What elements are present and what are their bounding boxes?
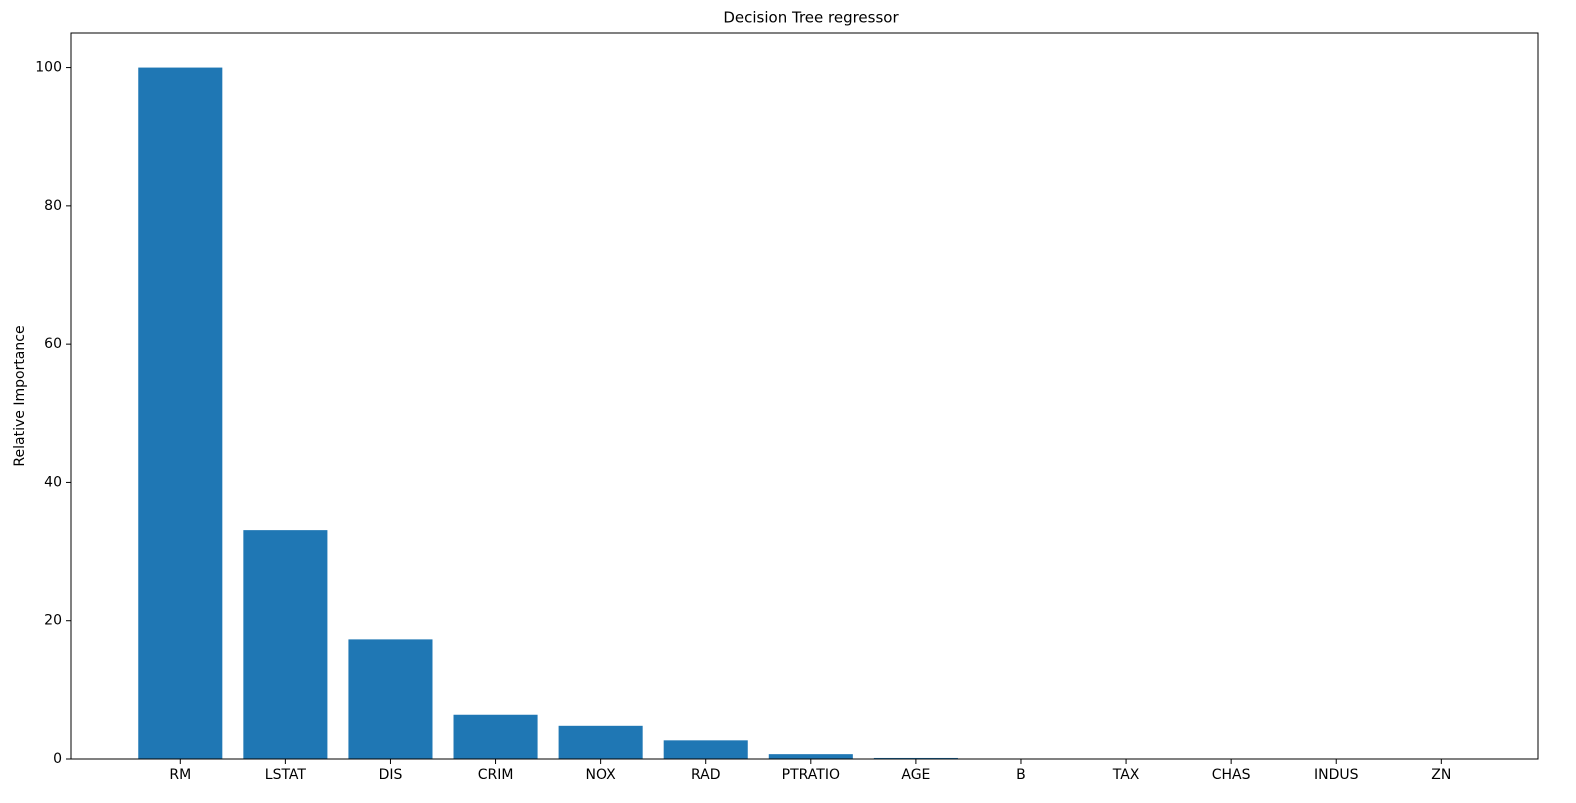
bar xyxy=(558,725,643,759)
bar xyxy=(768,754,853,759)
y-tick-label: 40 xyxy=(44,474,62,490)
x-tick-label: TAX xyxy=(1112,767,1140,783)
x-tick-label: NOX xyxy=(586,767,617,783)
y-tick-label: 60 xyxy=(44,336,62,352)
x-tick-label: RM xyxy=(169,767,191,783)
x-tick-label: B xyxy=(1016,767,1026,783)
bar xyxy=(453,714,538,759)
x-tick-label: RAD xyxy=(691,767,721,783)
bar xyxy=(663,740,748,759)
bar xyxy=(873,757,958,759)
y-tick-label: 20 xyxy=(44,613,62,629)
chart-title: Decision Tree regressor xyxy=(723,9,899,27)
bar xyxy=(138,67,223,760)
y-axis-label: Relative Importance xyxy=(12,325,28,466)
y-tick-label: 80 xyxy=(44,198,62,214)
bar xyxy=(243,530,328,759)
x-tick-label: CHAS xyxy=(1212,767,1251,783)
x-tick-label: INDUS xyxy=(1314,767,1359,783)
x-tick-label: DIS xyxy=(379,767,403,783)
bar xyxy=(348,639,433,759)
y-tick-label: 0 xyxy=(53,751,62,767)
x-tick-label: LSTAT xyxy=(265,767,307,783)
x-tick-label: AGE xyxy=(901,767,930,783)
plot-frame xyxy=(70,32,1539,760)
x-tick-label: ZN xyxy=(1431,767,1451,783)
y-tick-label: 100 xyxy=(35,60,62,76)
x-tick-label: PTRATIO xyxy=(782,767,840,783)
x-tick-label: CRIM xyxy=(478,767,514,783)
